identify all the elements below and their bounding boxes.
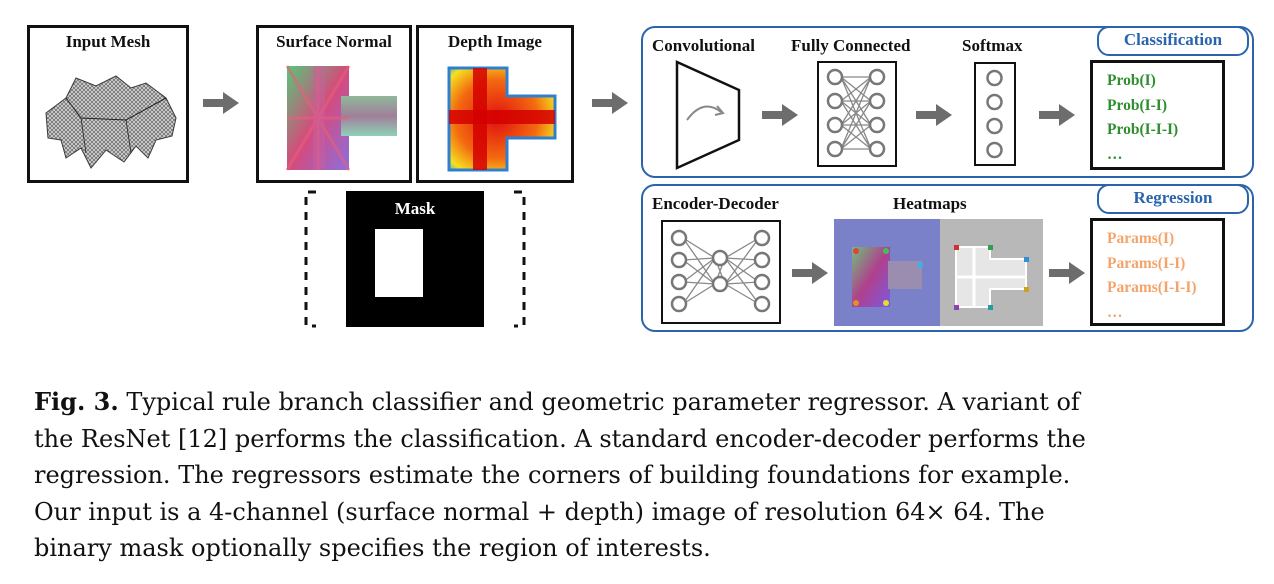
fully-connected-icon — [826, 68, 886, 158]
regression-output: Params(I-I-I) — [1107, 279, 1197, 296]
mask-title: Mask — [394, 199, 436, 218]
caption-line: Fig. 3. Typical rule branch classifier a… — [34, 384, 1250, 421]
input-mesh-image — [45, 75, 177, 169]
regression-output: Params(I-I) — [1107, 254, 1186, 272]
depth-image-title: Depth Image — [448, 32, 542, 51]
regression-output: … — [1107, 303, 1123, 321]
heatmap-image — [834, 219, 940, 326]
encoder-decoder-icon — [670, 229, 771, 313]
figure-label: Fig. 3. — [34, 387, 119, 416]
input-mesh-title: Input Mesh — [65, 32, 151, 51]
surface-normal-title: Surface Normal — [276, 32, 392, 51]
depth-image-image — [447, 66, 557, 172]
arrow-icon — [1039, 104, 1075, 126]
classification-output: Prob(I-I) — [1107, 96, 1167, 114]
encoder-decoder-box — [661, 220, 781, 324]
classification-tag: Classification — [1097, 26, 1249, 56]
surface-normal-panel: Surface Normal — [256, 25, 412, 183]
softmax-icon — [986, 69, 1003, 159]
classification-output: Prob(I) — [1107, 72, 1156, 89]
figure-caption: Fig. 3. Typical rule branch classifier a… — [34, 384, 1250, 567]
fully-connected-box — [817, 61, 897, 167]
caption-text: Typical rule branch classifier and geome… — [126, 388, 1080, 416]
mask-region — [375, 229, 423, 297]
classification-output: Prob(I-I-I) — [1107, 121, 1179, 138]
arrow-icon — [916, 104, 952, 126]
regression-output-box: Params(I) Params(I-I) Params(I-I-I) … — [1090, 218, 1225, 326]
caption-line: regression. The regressors estimate the … — [34, 461, 1071, 489]
mask-bracket — [304, 190, 526, 328]
regression-tag: Regression — [1097, 184, 1249, 214]
caption-line: Our input is a 4-channel (surface normal… — [34, 497, 1045, 526]
arrow-icon — [792, 262, 828, 284]
regression-output: Params(I) — [1107, 230, 1175, 247]
arrow-icon — [592, 92, 628, 114]
mask-panel: Mask — [346, 191, 484, 327]
caption-line: binary mask optionally specifies the reg… — [34, 534, 711, 562]
encoder-decoder-label: Encoder-Decoder — [652, 194, 779, 213]
arrow-icon — [203, 92, 239, 114]
convolution-icon — [675, 60, 741, 170]
softmax-label: Softmax — [962, 36, 1023, 55]
classification-output-box: Prob(I) Prob(I-I) Prob(I-I-I) … — [1090, 60, 1225, 170]
input-mesh-panel: Input Mesh — [27, 25, 189, 183]
fully-connected-label: Fully Connected — [791, 36, 911, 55]
heatmap-image — [940, 219, 1043, 326]
arrow-icon — [762, 104, 798, 126]
classification-output: … — [1107, 145, 1123, 163]
caption-line: the ResNet [12] performs the classificat… — [34, 424, 1086, 453]
surface-normal-image — [285, 65, 397, 171]
heatmaps-label: Heatmaps — [893, 194, 967, 213]
arrow-icon — [1049, 262, 1085, 284]
depth-image-panel: Depth Image — [416, 25, 574, 183]
convolutional-label: Convolutional — [652, 36, 755, 55]
softmax-box — [974, 62, 1016, 166]
